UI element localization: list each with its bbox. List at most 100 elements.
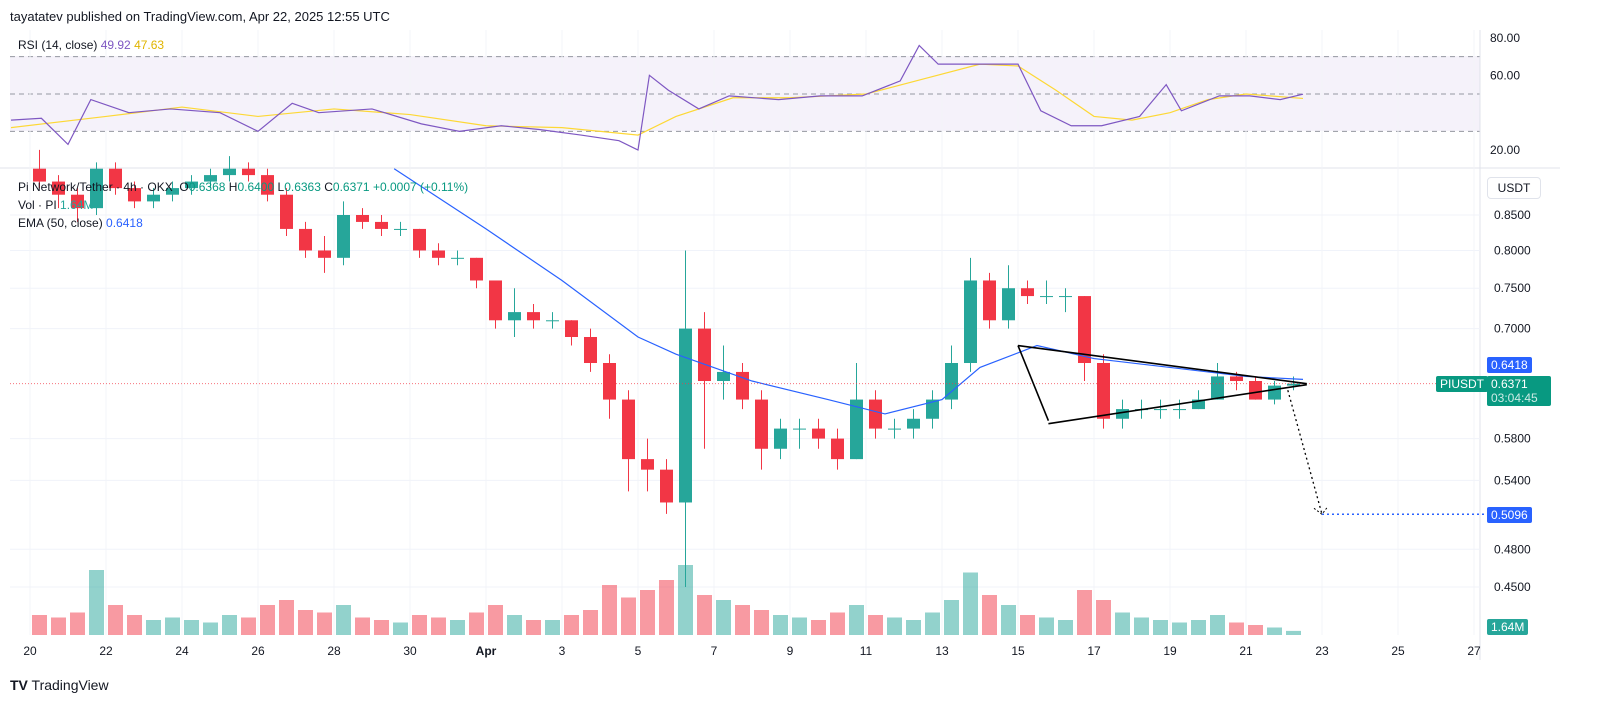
price-tick: 0.4500	[1494, 580, 1531, 594]
candle-body	[1249, 381, 1262, 400]
candle-body	[1002, 288, 1015, 321]
volume-bar	[1210, 615, 1225, 635]
candle-body	[964, 280, 977, 364]
volume-bar	[412, 615, 427, 635]
candle-body	[584, 336, 597, 364]
candle-body	[109, 168, 122, 189]
arrow-head-icon	[1313, 505, 1329, 515]
volume-bar	[165, 617, 180, 635]
volume-bar	[640, 590, 655, 635]
rsi-tick: 60.00	[1490, 68, 1520, 82]
projection-arrow	[1287, 390, 1323, 515]
volume-bar	[279, 600, 294, 635]
volume-bar	[1229, 622, 1244, 635]
volume-bar	[469, 612, 484, 635]
volume-bar	[925, 612, 940, 635]
date-tick: 7	[711, 644, 718, 658]
date-tick: 25	[1391, 644, 1405, 658]
date-tick: 22	[99, 644, 113, 658]
tradingview-logo[interactable]: TV TradingView	[10, 677, 109, 693]
rsi-title: RSI (14, close)	[18, 38, 98, 52]
candle-body	[641, 459, 654, 470]
volume-bar	[1096, 600, 1111, 635]
volume-bar	[621, 597, 636, 635]
volume-bar	[849, 605, 864, 635]
date-tick: 11	[860, 644, 873, 658]
candle-body	[755, 399, 768, 449]
volume-bar	[1134, 617, 1149, 635]
candle-body	[1230, 376, 1243, 382]
date-tick: 28	[327, 644, 341, 658]
candle-body	[147, 194, 160, 202]
volume-legend: Vol · PI 1.64M	[18, 198, 93, 212]
price-tick: 0.5800	[1494, 432, 1531, 446]
tv-logo-icon: TV	[10, 677, 28, 693]
triangle-upper-line	[1017, 344, 1307, 385]
volume-value: 1.64M	[60, 198, 94, 212]
volume-bar	[526, 620, 541, 635]
volume-bar	[944, 600, 959, 635]
low-label: L	[277, 180, 285, 194]
candle-body	[603, 363, 616, 400]
volume-bar	[735, 605, 750, 635]
volume-bar	[1172, 622, 1187, 635]
volume-bar	[583, 610, 598, 635]
date-tick: 27	[1467, 644, 1481, 658]
date-tick: 3	[559, 644, 566, 658]
candle-body	[1040, 296, 1053, 298]
volume-bar	[1001, 605, 1016, 635]
drop-arrow	[1017, 345, 1050, 422]
volume-bar	[51, 617, 66, 635]
candle-body	[812, 428, 825, 439]
candle-body	[1154, 409, 1167, 411]
candle-body	[1268, 385, 1281, 400]
candle-body	[185, 181, 198, 189]
bar-countdown: 03:04:45	[1491, 391, 1538, 405]
volume-bar	[222, 615, 237, 635]
volume-bar	[1248, 625, 1263, 635]
candle-body	[793, 428, 806, 430]
volume-bar	[317, 612, 332, 635]
currency-button[interactable]: USDT	[1487, 177, 1541, 199]
candle-body	[698, 328, 711, 382]
date-tick: 19	[1163, 644, 1177, 658]
ema-line	[393, 168, 1304, 415]
candle-body	[356, 215, 369, 222]
candle-body	[375, 221, 388, 229]
candle-body	[337, 215, 350, 258]
candle-body	[831, 438, 844, 460]
date-tick: 24	[175, 644, 189, 658]
candle-body	[470, 257, 483, 281]
volume-bar	[203, 622, 218, 635]
candle-body	[242, 168, 255, 176]
symbol-tag: PIUSDT	[1436, 376, 1489, 392]
volume-bar	[697, 595, 712, 635]
candle-body	[280, 194, 293, 229]
symbol-title[interactable]: Pi Network/Tether · 4h · OKX	[18, 180, 173, 194]
last-price: 0.6371	[1491, 377, 1528, 391]
volume-bar	[887, 617, 902, 635]
rsi-tick: 80.00	[1490, 31, 1520, 45]
date-tick: 13	[935, 644, 949, 658]
candle-body	[71, 194, 84, 209]
candle-body	[204, 175, 217, 182]
volume-bar	[963, 572, 978, 635]
volume-bar	[906, 620, 921, 635]
open-label: O	[179, 180, 189, 194]
volume-bar	[792, 617, 807, 635]
candle-body	[1211, 376, 1224, 400]
price-tick: 0.8000	[1494, 243, 1531, 257]
date-tick: 20	[23, 644, 37, 658]
volume-bar	[431, 617, 446, 635]
candle-body	[622, 399, 635, 460]
rsi-value: 49.92	[100, 38, 131, 52]
candle-body	[565, 320, 578, 337]
candle-body	[1116, 409, 1129, 419]
date-tick: 9	[787, 644, 794, 658]
candle-body	[299, 228, 312, 251]
last-price-tag: 0.6371 03:04:45	[1487, 376, 1551, 406]
volume-bar	[450, 620, 465, 635]
candle-body	[489, 280, 502, 321]
candle-body	[261, 175, 274, 195]
